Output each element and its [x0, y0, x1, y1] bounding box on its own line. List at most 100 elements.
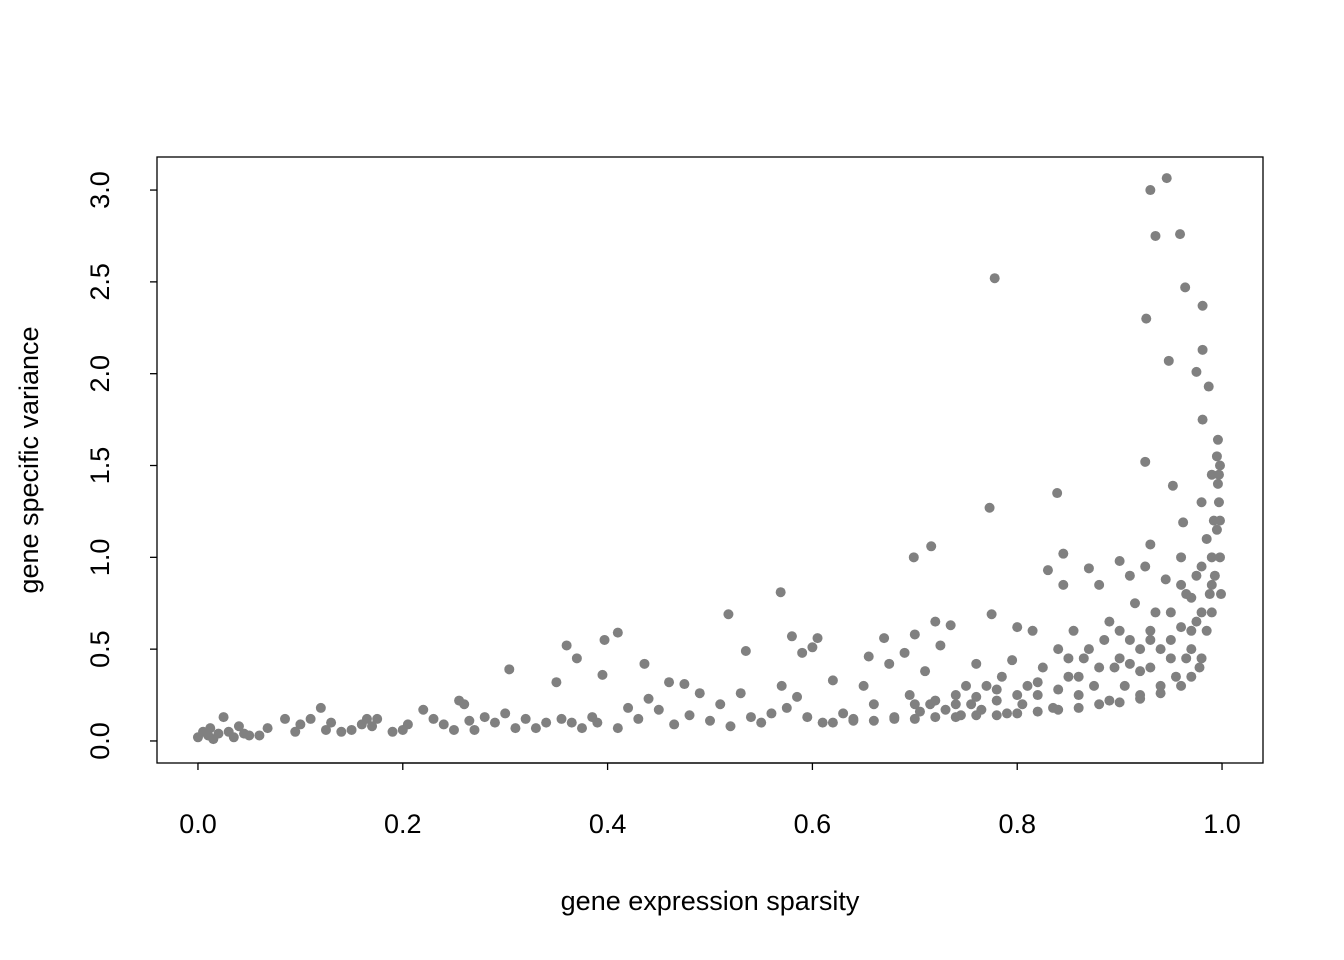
data-point — [1206, 552, 1217, 563]
data-point — [1063, 671, 1074, 682]
data-point — [213, 728, 224, 739]
data-point — [766, 708, 777, 719]
data-point — [914, 706, 925, 717]
data-point — [1197, 414, 1208, 425]
data-point — [827, 717, 838, 728]
data-point — [817, 717, 828, 728]
data-point — [786, 631, 797, 642]
data-point — [520, 713, 531, 724]
data-point — [336, 726, 347, 737]
data-point — [1068, 625, 1079, 636]
data-point — [961, 680, 972, 691]
data-point — [504, 664, 515, 675]
data-point — [1214, 515, 1225, 526]
data-point — [1145, 662, 1156, 673]
data-point — [1214, 552, 1225, 563]
data-point — [1206, 469, 1217, 480]
data-point — [930, 695, 941, 706]
data-point — [991, 684, 1002, 695]
data-point — [950, 690, 961, 701]
data-point — [1124, 570, 1135, 581]
data-point — [981, 680, 992, 691]
data-point — [1012, 622, 1023, 633]
data-point — [361, 713, 372, 724]
data-point — [838, 708, 849, 719]
data-point — [1191, 570, 1202, 581]
data-point — [1170, 671, 1181, 682]
y-tick-label: 1.5 — [85, 447, 115, 485]
data-point — [530, 723, 541, 734]
data-point — [428, 713, 439, 724]
data-point — [935, 640, 946, 651]
data-point — [576, 723, 587, 734]
data-point — [909, 699, 920, 710]
data-point — [1012, 708, 1023, 719]
data-point — [612, 627, 623, 638]
data-point — [599, 634, 610, 645]
data-point — [597, 669, 608, 680]
data-point — [295, 719, 306, 730]
data-point — [1201, 625, 1212, 636]
data-point — [1150, 607, 1161, 618]
data-point — [899, 647, 910, 658]
data-point — [1032, 690, 1043, 701]
data-point — [889, 713, 900, 724]
data-point — [1165, 607, 1176, 618]
data-point — [950, 699, 961, 710]
data-point — [1099, 634, 1110, 645]
data-point — [1194, 662, 1205, 673]
data-point — [863, 651, 874, 662]
data-point — [812, 633, 823, 644]
data-point — [1083, 644, 1094, 655]
data-point — [320, 724, 331, 735]
data-point — [1032, 677, 1043, 688]
data-point — [639, 658, 650, 669]
data-point — [1196, 607, 1207, 618]
data-point — [1180, 282, 1191, 293]
data-point — [551, 677, 562, 688]
x-tick-label: 0.2 — [384, 809, 422, 839]
data-point — [643, 693, 654, 704]
y-tick-label: 2.5 — [85, 263, 115, 301]
data-point — [372, 713, 383, 724]
data-point — [1001, 708, 1012, 719]
data-point — [228, 732, 239, 743]
data-point — [996, 671, 1007, 682]
data-point — [1206, 579, 1217, 590]
data-point — [1089, 680, 1100, 691]
data-point — [971, 658, 982, 669]
data-point — [991, 695, 1002, 706]
y-tick-label: 0.5 — [85, 630, 115, 668]
data-point — [1012, 690, 1023, 701]
data-point — [1083, 563, 1094, 574]
data-point — [1109, 662, 1120, 673]
data-point — [1042, 565, 1053, 576]
data-point — [669, 719, 680, 730]
data-point — [858, 680, 869, 691]
data-point — [479, 712, 490, 723]
data-point — [489, 717, 500, 728]
x-tick-label: 1.0 — [1203, 809, 1241, 839]
data-point — [1145, 539, 1156, 550]
data-point — [346, 724, 357, 735]
x-tick-label: 0.0 — [179, 809, 217, 839]
data-point — [1094, 662, 1105, 673]
data-point — [1196, 497, 1207, 508]
data-point — [218, 712, 229, 723]
data-point — [1155, 644, 1166, 655]
data-point — [884, 658, 895, 669]
data-point — [1176, 622, 1187, 633]
data-point — [262, 723, 273, 734]
data-point — [244, 730, 255, 741]
data-point — [705, 715, 715, 726]
data-point — [909, 629, 920, 640]
data-point — [715, 699, 726, 710]
data-point — [1037, 662, 1048, 673]
data-point — [633, 713, 644, 724]
data-point — [592, 717, 603, 728]
data-point — [1214, 460, 1225, 471]
data-point — [926, 541, 937, 552]
plot-frame — [156, 156, 1264, 764]
data-point — [679, 679, 690, 690]
